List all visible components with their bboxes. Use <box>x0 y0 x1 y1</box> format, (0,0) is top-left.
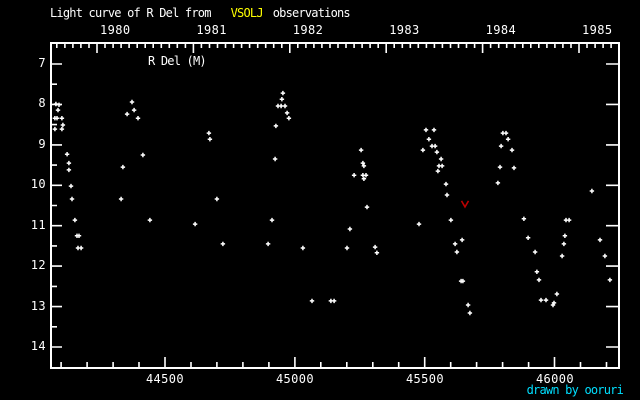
star-name-label: R Del (M) <box>148 54 207 68</box>
data-points <box>52 90 613 316</box>
y-axis-label: 12 <box>30 258 46 272</box>
x-axis-label: 45000 <box>275 372 315 386</box>
credit-text: drawn by ooruri <box>526 383 624 397</box>
y-axis-label: 14 <box>30 339 46 353</box>
x-axis-label: 44500 <box>145 372 185 386</box>
chart-title-prefix: Light curve of R Del from <box>50 6 211 20</box>
fainter-than-marker <box>460 200 470 209</box>
axis-ticks <box>52 44 618 367</box>
year-label: 1980 <box>100 23 131 37</box>
chart-title: Light curve of R Del from VSOLJ observatio… <box>50 6 351 20</box>
x-axis-label: 46000 <box>535 372 575 386</box>
y-axis-label: 13 <box>30 299 46 313</box>
year-label: 1981 <box>196 23 227 37</box>
chart-title-highlight: VSOLJ <box>230 6 264 20</box>
y-axis-label: 7 <box>38 56 46 70</box>
year-label: 1985 <box>582 23 613 37</box>
year-label: 1984 <box>485 23 517 37</box>
y-axis-label: 8 <box>38 96 46 110</box>
y-axis-label: 10 <box>30 177 46 191</box>
plot-border <box>50 42 620 369</box>
chart-title-suffix: observations <box>272 6 351 20</box>
year-label: 1983 <box>389 23 420 37</box>
year-label: 1982 <box>292 23 324 37</box>
x-axis-label: 45500 <box>405 372 445 386</box>
y-axis-label: 9 <box>38 137 46 151</box>
y-axis-label: 11 <box>30 218 46 232</box>
